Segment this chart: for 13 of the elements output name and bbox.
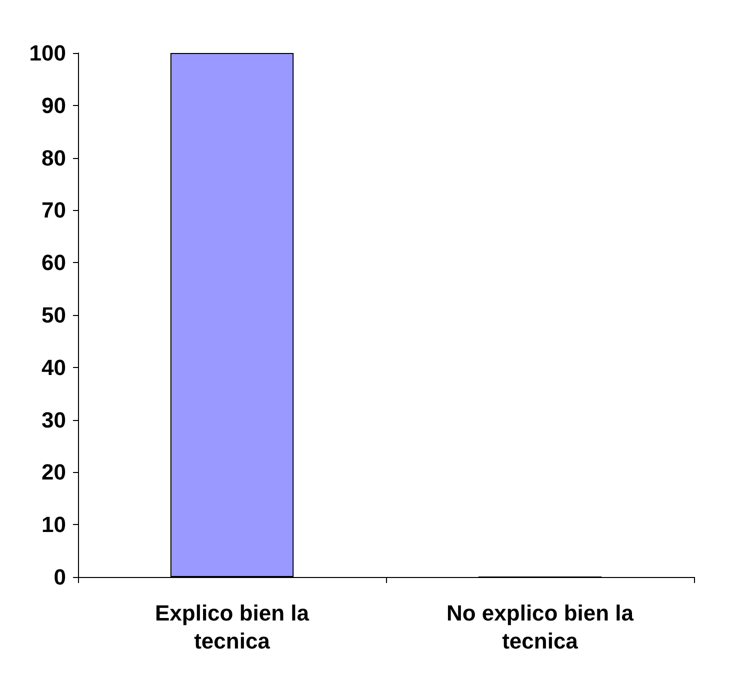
x-tick-label: No explico bien la tecnica xyxy=(446,600,634,654)
x-tick-label: Explico bien la tecnica xyxy=(154,600,310,654)
y-tick-label: 20 xyxy=(42,460,66,485)
y-tick-label: 0 xyxy=(54,564,66,590)
y-tick-label: 80 xyxy=(42,145,66,170)
y-tick-label: 90 xyxy=(42,92,66,118)
y-tick-label: 60 xyxy=(42,250,66,276)
y-tick-label: 40 xyxy=(42,354,66,380)
y-tick-label: 100 xyxy=(29,40,66,66)
y-tick-label: 70 xyxy=(42,198,66,223)
y-tick-label: 10 xyxy=(42,512,66,538)
y-tick-label: 50 xyxy=(42,302,66,328)
y-tick-label: 30 xyxy=(42,407,66,432)
